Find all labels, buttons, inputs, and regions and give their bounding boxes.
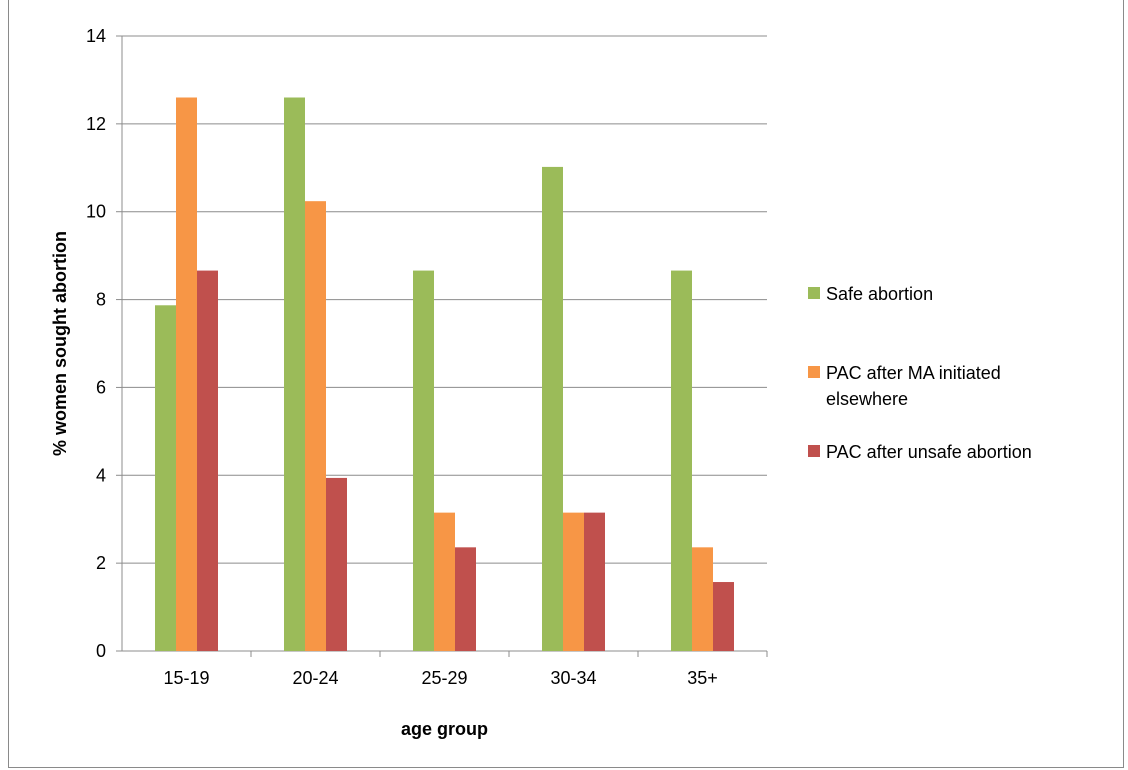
legend-swatch <box>808 366 820 378</box>
bar <box>197 270 218 651</box>
bar <box>434 512 455 651</box>
bar <box>413 270 434 651</box>
bar <box>542 166 563 651</box>
legend-swatch <box>808 445 820 457</box>
y-tick-label: 14 <box>86 26 106 46</box>
legend-label-line: PAC after MA initiated <box>826 363 1001 383</box>
legend-label: PAC after MA initiated elsewhere <box>826 363 1001 409</box>
y-tick-label: 4 <box>96 465 106 485</box>
x-tick-label: 30-34 <box>550 668 596 688</box>
x-tick-label: 20-24 <box>292 668 338 688</box>
y-tick-label: 10 <box>86 202 106 222</box>
y-tick-label: 2 <box>96 553 106 573</box>
bar <box>692 547 713 651</box>
bar <box>155 305 176 651</box>
chart-frame <box>8 0 1124 768</box>
legend-label-line: Safe abortion <box>826 284 933 304</box>
bar <box>284 97 305 651</box>
bar <box>326 477 347 651</box>
x-axis-title: age group <box>401 719 488 739</box>
y-tick-label: 6 <box>96 377 106 397</box>
bar <box>455 547 476 651</box>
legend-label: Safe abortion <box>826 284 933 304</box>
legend-label-line: elsewhere <box>826 389 908 409</box>
bar <box>584 512 605 651</box>
y-tick-label: 12 <box>86 114 106 134</box>
legend-label-line: PAC after unsafe abortion <box>826 442 1032 462</box>
legend-label: PAC after unsafe abortion <box>826 442 1032 462</box>
x-tick-label: 25-29 <box>421 668 467 688</box>
y-axis-title: % women sought abortion <box>50 231 70 456</box>
bar <box>176 97 197 651</box>
bar <box>563 512 584 651</box>
y-tick-label: 8 <box>96 290 106 310</box>
y-tick-label: 0 <box>96 641 106 661</box>
bar <box>671 270 692 651</box>
legend-swatch <box>808 287 820 299</box>
x-tick-label: 15-19 <box>163 668 209 688</box>
bar <box>713 582 734 651</box>
bar <box>305 201 326 651</box>
x-tick-label: 35+ <box>687 668 718 688</box>
